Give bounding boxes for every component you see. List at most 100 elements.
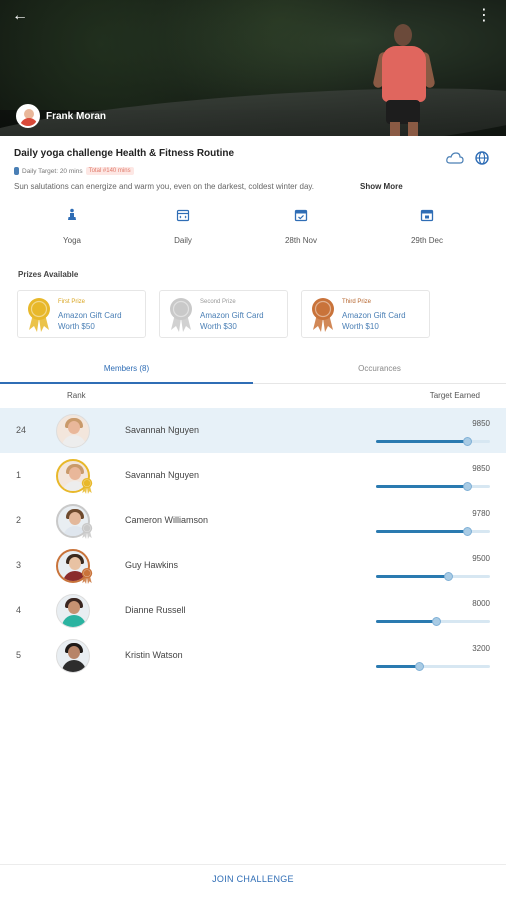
info-end-date-label: 29th Dec <box>410 236 444 245</box>
prize-card[interactable]: Second Prize Amazon Gift Card Worth $30 <box>159 290 288 338</box>
cloud-icon[interactable] <box>446 151 464 165</box>
prize-reward: Amazon Gift Card Worth $30 <box>200 310 264 332</box>
prize-reward-line: Amazon Gift Card <box>342 311 406 320</box>
tab-members[interactable]: Members (8) <box>0 356 253 384</box>
daily-target-text: Daily Target: 20 mins <box>22 167 83 175</box>
member-score: 9780 <box>472 509 490 518</box>
progress-bar <box>376 572 490 581</box>
progress-knob <box>431 617 441 626</box>
member-rank: 2 <box>16 515 22 525</box>
member-name: Cameron Williamson <box>125 515 209 525</box>
medal-icon <box>309 296 337 334</box>
info-start-date: 28th Nov <box>261 208 341 245</box>
progress-fill <box>376 485 468 488</box>
prize-value-line: Worth $30 <box>200 322 237 331</box>
progress-fill <box>376 665 420 668</box>
rank-medal-icon <box>80 477 94 495</box>
member-score: 9850 <box>472 464 490 473</box>
progress-fill <box>376 575 449 578</box>
progress-fill <box>376 530 468 533</box>
prize-reward: Amazon Gift Card Worth $10 <box>342 310 406 332</box>
medal-icon <box>167 296 195 334</box>
member-avatar <box>56 414 90 448</box>
person-icon <box>14 167 19 175</box>
info-start-date-label: 28th Nov <box>284 236 318 245</box>
prize-value-line: Worth $50 <box>58 322 95 331</box>
member-rank: 5 <box>16 650 22 660</box>
progress-fill <box>376 440 468 443</box>
prize-reward-line: Amazon Gift Card <box>58 311 122 320</box>
prize-value-line: Worth $10 <box>342 322 379 331</box>
member-row[interactable]: 2 Cameron Williamson 9780 <box>0 498 506 543</box>
progress-knob <box>462 437 472 446</box>
member-name: Savannah Nguyen <box>125 425 200 435</box>
info-category-label: Yoga <box>63 236 81 245</box>
progress-knob <box>444 572 454 581</box>
member-avatar <box>56 639 90 673</box>
progress-bar <box>376 662 490 671</box>
rank-medal-icon <box>80 567 94 585</box>
rank-medal-icon <box>80 522 94 540</box>
member-row[interactable]: 1 Savannah Nguyen 9850 <box>0 453 506 498</box>
prize-card[interactable]: First Prize Amazon Gift Card Worth $50 <box>17 290 146 338</box>
member-avatar <box>56 594 90 628</box>
prizes-heading: Prizes Available <box>18 270 79 279</box>
prize-reward-line: Amazon Gift Card <box>200 311 264 320</box>
prize-place: First Prize <box>58 299 85 305</box>
join-challenge-button[interactable]: JOIN CHALLENGE <box>212 874 294 884</box>
globe-icon[interactable] <box>475 151 489 165</box>
member-rank: 3 <box>16 560 22 570</box>
rank-column-header: Rank <box>67 391 86 400</box>
prize-reward: Amazon Gift Card Worth $50 <box>58 310 122 332</box>
more-vertical-icon[interactable]: ⋮ <box>476 7 492 24</box>
hero-runner <box>372 22 436 136</box>
member-row[interactable]: 3 Guy Hawkins 9500 <box>0 543 506 588</box>
progress-bar <box>376 617 490 626</box>
info-end-date: 29th Dec <box>387 208 467 245</box>
host-name: Frank Moran <box>46 110 107 122</box>
member-score: 9850 <box>472 419 490 428</box>
member-rank: 1 <box>16 470 22 480</box>
back-arrow-icon[interactable]: ← <box>12 7 28 24</box>
calendar-icon <box>176 209 190 222</box>
hero-image <box>0 0 506 136</box>
yoga-icon <box>68 208 76 220</box>
host-chip[interactable]: Frank Moran <box>16 104 106 128</box>
member-row[interactable]: 4 Dianne Russell 8000 <box>0 588 506 633</box>
calendar-end-icon <box>420 209 434 222</box>
prize-place: Second Prize <box>200 299 236 305</box>
member-name: Kristin Watson <box>125 650 183 660</box>
challenge-title: Daily yoga challenge Health & Fitness Ro… <box>14 148 235 159</box>
info-frequency-label: Daily <box>174 236 192 245</box>
member-rank: 4 <box>16 605 22 615</box>
target-column-header: Target Earned <box>429 391 480 400</box>
prize-place: Third Prize <box>342 299 372 305</box>
member-row[interactable]: 5 Kristin Watson 3200 <box>0 633 506 678</box>
progress-bar <box>376 527 490 536</box>
total-badge: Total #140 mins <box>85 167 134 175</box>
member-score: 3200 <box>472 644 490 653</box>
prize-card[interactable]: Third Prize Amazon Gift Card Worth $10 <box>301 290 430 338</box>
show-more-link[interactable]: Show More <box>360 182 403 191</box>
member-name: Dianne Russell <box>125 605 186 615</box>
progress-bar <box>376 482 490 491</box>
progress-knob <box>414 662 424 671</box>
tab-occurances[interactable]: Occurances <box>253 356 506 384</box>
calendar-check-icon <box>294 209 308 222</box>
info-frequency: Daily <box>143 208 223 245</box>
medal-icon <box>25 296 53 334</box>
daily-target: Daily Target: 20 mins Total #140 mins <box>14 167 134 175</box>
member-score: 9500 <box>472 554 490 563</box>
progress-knob <box>462 482 472 491</box>
member-score: 8000 <box>472 599 490 608</box>
progress-fill <box>376 620 437 623</box>
member-name: Savannah Nguyen <box>125 470 200 480</box>
member-name: Guy Hawkins <box>125 560 179 570</box>
progress-bar <box>376 437 490 446</box>
challenge-description: Sun salutations can energize and warm yo… <box>14 182 315 191</box>
member-rank: 24 <box>16 425 27 435</box>
info-category: Yoga <box>32 208 112 245</box>
host-avatar <box>16 104 40 128</box>
footer-divider <box>0 864 506 865</box>
member-row[interactable]: 24 Savannah Nguyen 9850 <box>0 408 506 453</box>
